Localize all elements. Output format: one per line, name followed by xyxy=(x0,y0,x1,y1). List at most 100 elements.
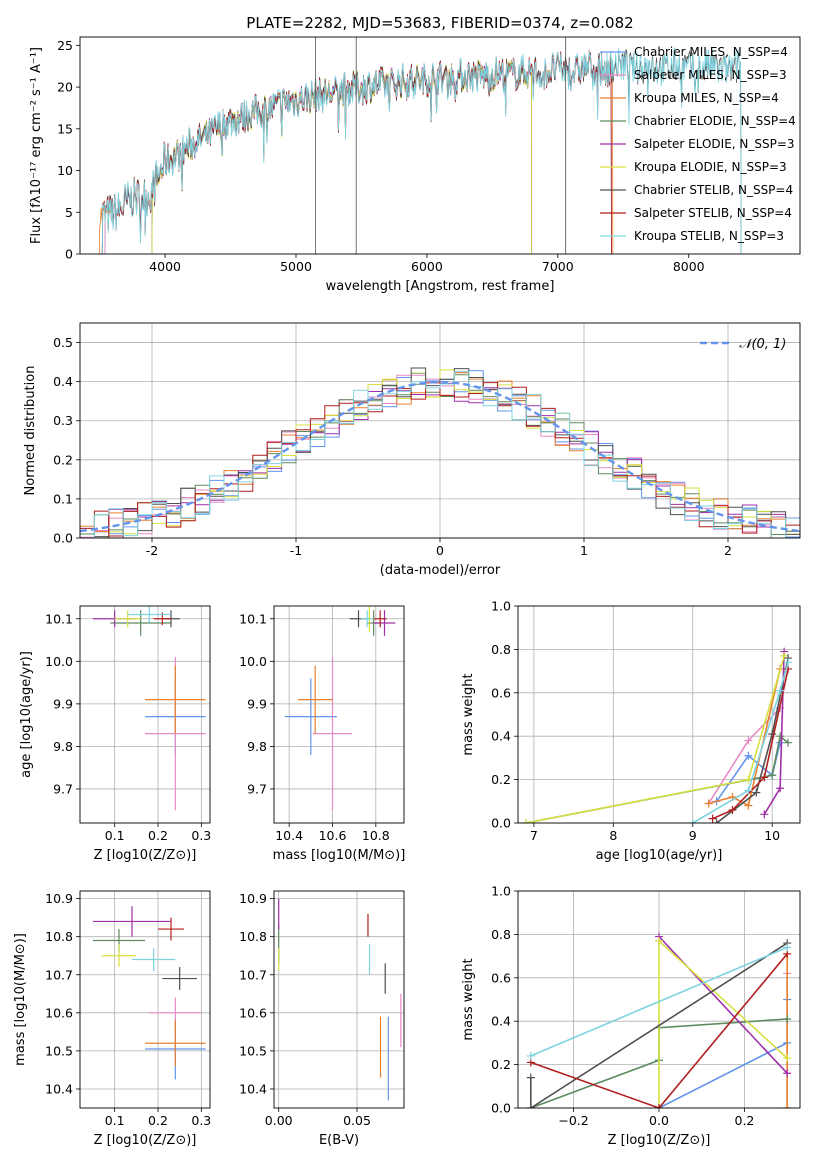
x-tick-label: 9 xyxy=(689,828,697,843)
y-tick-label: 10.0 xyxy=(239,654,267,669)
legend-label: Salpeter STELIB, N_SSP=4 xyxy=(634,206,792,220)
data-marker xyxy=(783,1054,792,1063)
y-tick-label: 10 xyxy=(57,163,73,178)
data-marker xyxy=(526,1073,535,1082)
x-tick-label: 0.1 xyxy=(105,828,125,843)
y-tick-label: 0.6 xyxy=(491,685,511,700)
data-marker xyxy=(744,736,753,745)
x-tick-label: 0.2 xyxy=(735,1113,755,1128)
data-marker xyxy=(526,1051,535,1060)
axes-frame xyxy=(273,890,405,1109)
data-marker xyxy=(776,686,785,695)
x-tick-label: 4000 xyxy=(149,259,181,274)
series-line xyxy=(658,936,788,1074)
data-marker xyxy=(783,1104,792,1108)
axes-frame xyxy=(273,605,405,824)
y-tick-label: 10.7 xyxy=(45,967,73,982)
series-line xyxy=(658,939,788,1108)
y-axis-label: mass [log10(M/M⊙)] xyxy=(13,933,28,1066)
y-tick-label: 1.0 xyxy=(491,884,511,899)
x-tick-label: 10.6 xyxy=(319,828,347,843)
x-tick-label: -1 xyxy=(290,543,302,558)
y-tick-label: 25 xyxy=(57,38,73,53)
series-line xyxy=(716,657,789,823)
data-marker xyxy=(768,771,777,780)
data-marker xyxy=(776,784,785,793)
y-tick-label: 0.8 xyxy=(491,927,511,942)
x-tick-label: 0.3 xyxy=(191,1113,211,1128)
x-tick-label: 0.0 xyxy=(649,1113,669,1128)
series-line xyxy=(530,953,788,1108)
x-tick-label: 0 xyxy=(436,543,444,558)
y-tick-label: 10.1 xyxy=(239,611,267,626)
y-tick-label: 0 xyxy=(65,247,73,262)
y-tick-label: 10.9 xyxy=(239,891,267,906)
data-marker xyxy=(760,810,769,819)
data-marker xyxy=(744,801,753,810)
data-marker xyxy=(780,651,789,660)
y-tick-label: 0.6 xyxy=(491,970,511,985)
y-tick-label: 10.8 xyxy=(239,929,267,944)
y-tick-label: 10.6 xyxy=(45,1005,73,1020)
y-tick-label: 0.8 xyxy=(491,642,511,657)
x-axis-label: age [log10(age/yr)] xyxy=(596,848,723,863)
y-axis-label: age [log10(age/yr)] xyxy=(19,651,34,778)
legend-label: Chabrier STELIB, N_SSP=4 xyxy=(634,183,793,197)
x-tick-label: −0.2 xyxy=(558,1113,588,1128)
plot-area xyxy=(93,606,206,811)
data-marker xyxy=(688,819,697,823)
plot-area xyxy=(99,37,742,254)
data-marker xyxy=(744,786,753,795)
axes-frame xyxy=(79,322,801,539)
data-marker xyxy=(708,814,717,823)
axes-frame xyxy=(517,890,801,1109)
data-marker xyxy=(784,738,793,747)
x-tick-label: 8 xyxy=(609,828,617,843)
legend: Chabrier MILES, N_SSP=4 Salpeter MILES, N… xyxy=(600,45,796,243)
x-axis-label: wavelength [Angstrom, rest frame] xyxy=(326,279,555,294)
data-marker xyxy=(712,819,721,823)
axes-frame xyxy=(517,605,801,824)
data-marker xyxy=(704,799,713,808)
axes-mass_weight_vs_age: 7 8 9 10 0.0 0.2 0.4 0.6 0.8 1.0 age [log10(age/yr… xyxy=(461,599,801,863)
spectrum-line xyxy=(151,58,533,254)
data-marker xyxy=(521,819,530,823)
x-tick-label: 5000 xyxy=(280,259,312,274)
y-tick-label: 9.9 xyxy=(247,696,267,711)
y-tick-label: 10.8 xyxy=(45,929,73,944)
x-tick-label: 7000 xyxy=(542,259,574,274)
y-tick-label: 5 xyxy=(65,205,73,220)
y-tick-label: 10.6 xyxy=(239,1005,267,1020)
axes-mass_vs_ebv: 0.00 0.05 10.4 10.5 10.6 10.7 10.8 10.9 E(B-V) xyxy=(239,890,405,1148)
y-axis-label: mass weight xyxy=(461,958,476,1040)
x-tick-label: 0.2 xyxy=(148,828,168,843)
plot-area xyxy=(278,898,402,1101)
y-tick-label: 0.2 xyxy=(491,1057,511,1072)
plot-area xyxy=(93,906,206,1080)
x-axis-label: Z [log10(Z/Z⊙)] xyxy=(94,1133,197,1148)
legend-label: Kroupa ELODIE, N_SSP=3 xyxy=(634,160,787,174)
x-tick-label: 10.4 xyxy=(275,828,303,843)
series-line xyxy=(529,942,788,1108)
x-axis-label: Z [log10(Z/Z⊙)] xyxy=(94,848,197,863)
axes-frame xyxy=(79,890,211,1109)
axes-age_vs_mass: 10.4 10.6 10.8 9.7 9.8 9.9 10.0 10.1 mass [log10… xyxy=(239,605,405,863)
y-tick-label: 0.4 xyxy=(491,729,511,744)
x-tick-label: 0.3 xyxy=(191,828,211,843)
data-marker xyxy=(655,936,663,945)
histogram-series xyxy=(80,370,800,538)
data-marker xyxy=(776,732,785,741)
x-axis-label: E(B-V) xyxy=(319,1133,359,1148)
y-tick-label: 10.0 xyxy=(45,654,73,669)
y-tick-label: 0.2 xyxy=(53,452,73,467)
spectrum-line xyxy=(101,47,742,254)
x-tick-label: 7 xyxy=(530,828,538,843)
x-tick-label: 6000 xyxy=(411,259,443,274)
x-tick-label: 10 xyxy=(764,828,780,843)
plot-area xyxy=(284,606,396,811)
chart-title: PLATE=2282, MJD=53683, FIBERID=0374, z=0… xyxy=(246,14,633,32)
histogram-series xyxy=(80,382,800,538)
legend-label: Salpeter MILES, N_SSP=3 xyxy=(634,68,787,82)
x-axis-label: Z [log10(Z/Z⊙)] xyxy=(608,1133,711,1148)
